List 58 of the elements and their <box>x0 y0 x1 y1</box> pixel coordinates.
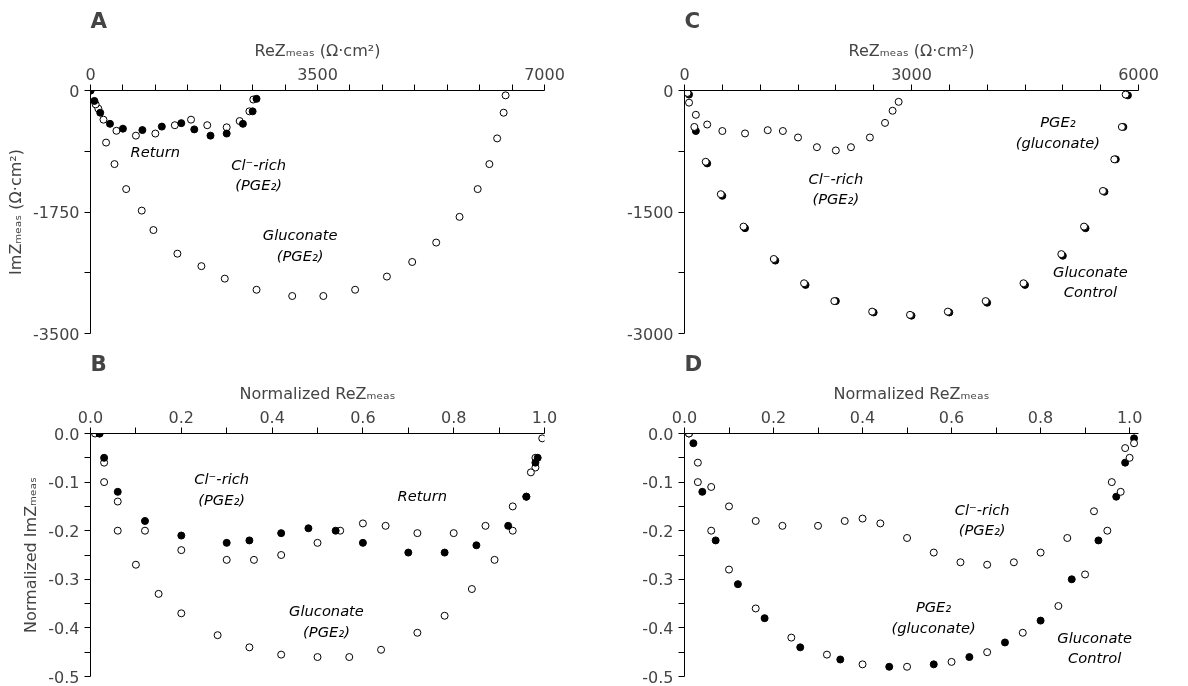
x-axis-title: ReZₘₑₐₛ (Ω·cm²) <box>848 40 975 60</box>
x-tick-label: 0.6 <box>350 407 376 427</box>
y-tick-label: -0.4 <box>48 618 80 638</box>
y-tick-label: 0 <box>663 81 674 101</box>
series-label: PGE₂ (gluconate) <box>1015 113 1100 151</box>
x-tick-label: 0.0 <box>77 407 104 427</box>
x-tick-label: 1.0 <box>1116 407 1143 427</box>
y-tick-label: -0.3 <box>642 570 674 590</box>
y-tick-label: -0.1 <box>642 473 674 493</box>
x-tick-label: 0.4 <box>259 407 285 427</box>
x-tick-label: 3000 <box>891 64 932 84</box>
chart-title: C <box>684 7 701 33</box>
y-tick-label: -0.4 <box>642 618 674 638</box>
series-label: Gluconate (PGE₂) <box>262 226 338 264</box>
x-tick-label: 0.6 <box>938 407 965 427</box>
series-label: Cl⁻-rich (PGE₂) <box>954 501 1010 539</box>
x-tick-label: 0.4 <box>849 407 876 427</box>
y-tick-label: -0.2 <box>48 521 80 541</box>
y-axis-title: ImZₘₑₐₛ (Ω·cm²) <box>6 149 26 275</box>
x-axis-title: ReZₘₑₐₛ (Ω·cm²) <box>254 40 381 60</box>
y-tick-label: -0.2 <box>642 521 674 541</box>
y-axis-title: Normalized ImZₘₑₐₛ <box>21 476 41 633</box>
x-tick-label: 0.8 <box>440 407 467 427</box>
series-label: Cl⁻-rich (PGE₂) <box>194 470 250 508</box>
x-tick-label: 3500 <box>297 64 338 84</box>
series-label: Cl⁻-rich (PGE₂) <box>231 155 287 194</box>
y-tick-label: -0.3 <box>48 570 80 590</box>
series-label: PGE₂ (gluconate) <box>891 598 976 636</box>
y-tick-label: -3500 <box>33 324 80 344</box>
series-label: Cl⁻-rich (PGE₂) <box>808 169 864 208</box>
y-tick-label: -3000 <box>627 324 674 344</box>
y-tick-label: -0.1 <box>48 473 80 493</box>
y-tick-label: -0.5 <box>48 667 80 686</box>
y-tick-label: 0.0 <box>54 424 80 444</box>
series-label: Return <box>130 143 181 161</box>
x-tick-label: 0.0 <box>671 407 698 427</box>
y-tick-label: 0 <box>69 81 80 101</box>
x-axis-title: Normalized ReZₘₑₐₛ <box>833 383 990 403</box>
x-tick-label: 6000 <box>1118 64 1159 84</box>
y-tick-label: -0.5 <box>642 667 674 686</box>
x-tick-label: 0.2 <box>760 407 787 427</box>
chart-title: B <box>90 350 107 376</box>
x-tick-label: 7000 <box>524 64 565 84</box>
series-label: Gluconate (PGE₂) <box>289 602 364 640</box>
series-label: Gluconate Control <box>1053 263 1128 301</box>
x-axis-title: Normalized ReZₘₑₐₛ <box>239 383 396 403</box>
x-tick-label: 0.2 <box>168 407 195 427</box>
x-tick-label: 0 <box>85 64 96 84</box>
series-label: Return <box>397 486 448 504</box>
chart-title: D <box>684 350 703 376</box>
chart-title: A <box>90 7 108 33</box>
y-tick-label: -1750 <box>33 203 80 222</box>
x-tick-label: 0 <box>679 64 690 84</box>
series-label: Gluconate Control <box>1057 628 1133 666</box>
y-tick-label: -1500 <box>627 203 674 222</box>
y-tick-label: 0.0 <box>648 424 674 444</box>
x-tick-label: 1.0 <box>531 407 558 427</box>
x-tick-label: 0.8 <box>1027 407 1054 427</box>
